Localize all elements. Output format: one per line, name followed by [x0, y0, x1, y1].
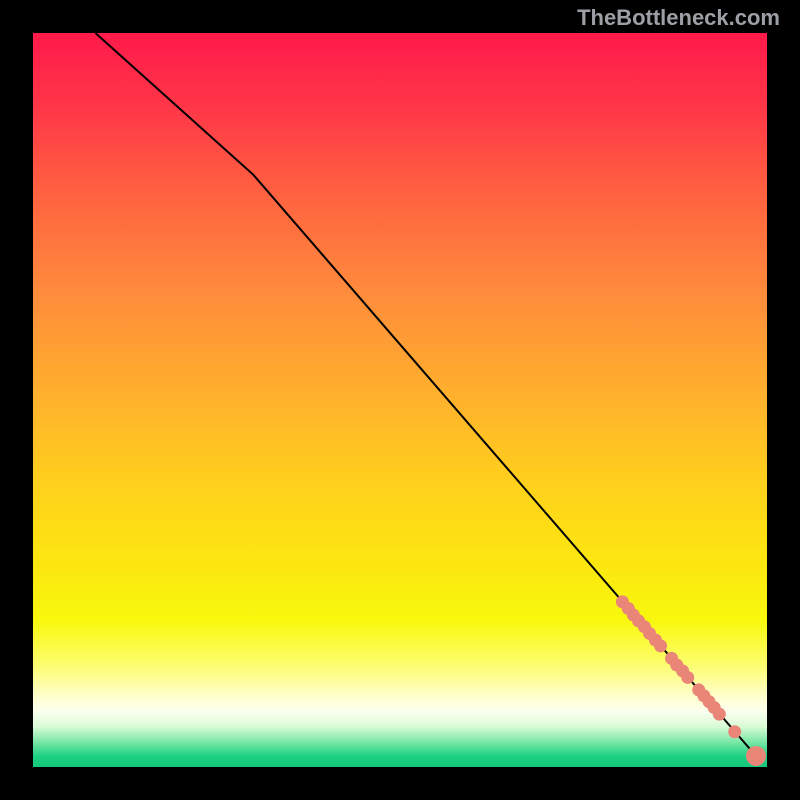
plot-area — [33, 33, 767, 767]
chart-svg-layer — [33, 33, 767, 767]
endpoint-dot — [746, 746, 766, 766]
data-point — [681, 671, 694, 684]
data-point — [713, 708, 726, 721]
watermark-label: TheBottleneck.com — [577, 5, 780, 31]
data-point — [654, 639, 667, 652]
data-point — [728, 725, 741, 738]
